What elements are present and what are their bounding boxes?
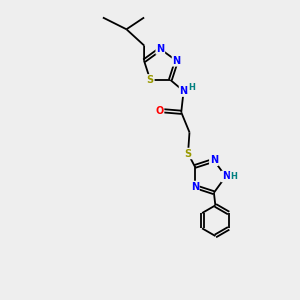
Text: O: O: [155, 106, 164, 116]
Text: N: N: [191, 182, 199, 191]
Text: N: N: [222, 172, 230, 182]
Text: S: S: [147, 75, 154, 85]
Text: N: N: [210, 155, 218, 165]
Text: H: H: [230, 172, 237, 181]
Text: S: S: [184, 148, 192, 158]
Text: N: N: [172, 56, 181, 66]
Text: N: N: [156, 44, 164, 54]
Text: N: N: [179, 86, 188, 96]
Text: H: H: [188, 83, 195, 92]
